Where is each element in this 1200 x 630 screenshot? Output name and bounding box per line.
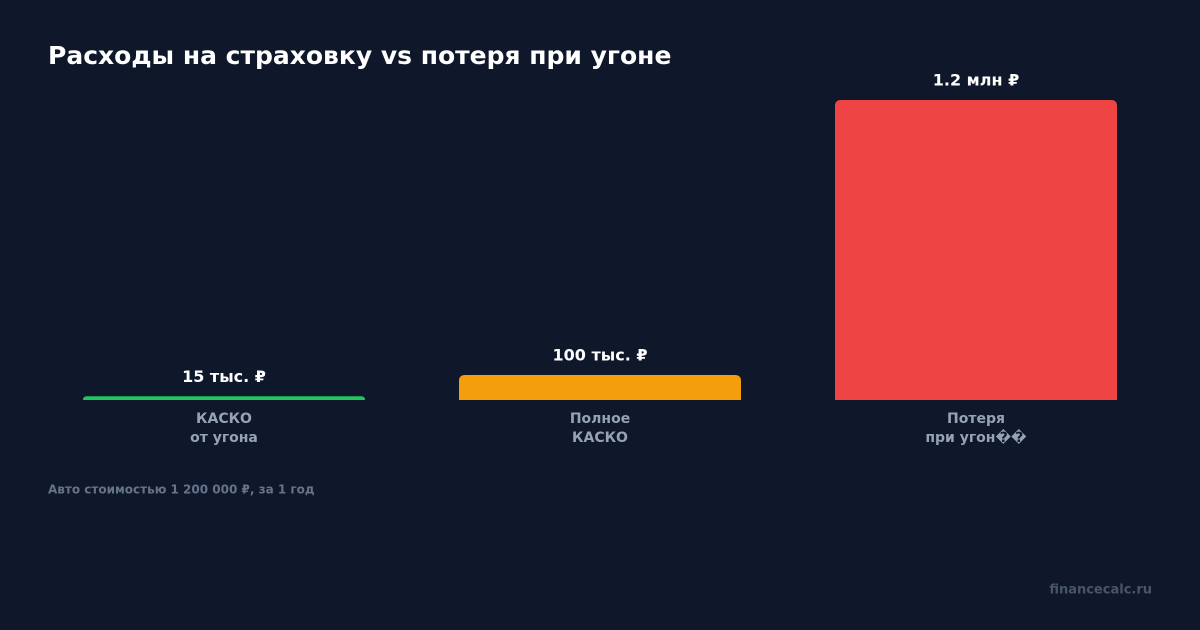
- x-tick-label: от угона: [190, 430, 258, 446]
- x-tick-label: КАСКО: [572, 430, 628, 446]
- chart-title: Расходы на страховку vs потеря при угоне: [48, 41, 671, 70]
- value-label: 100 тыс. ₽: [553, 346, 648, 365]
- note: Авто стоимостью 1 200 000 ₽, за 1 год: [48, 483, 315, 497]
- x-tick-label: Потеря: [947, 411, 1005, 427]
- value-label: 1.2 млн ₽: [933, 71, 1019, 90]
- bar: [835, 100, 1117, 400]
- x-tick-label: КАСКО: [196, 411, 252, 427]
- x-tick-label: при угон��: [925, 429, 1027, 446]
- x-tick-label: Полное: [570, 411, 630, 427]
- bar: [459, 375, 741, 400]
- value-label: 15 тыс. ₽: [182, 367, 266, 386]
- bar: [83, 396, 365, 400]
- watermark: financecalc.ru: [1049, 583, 1152, 598]
